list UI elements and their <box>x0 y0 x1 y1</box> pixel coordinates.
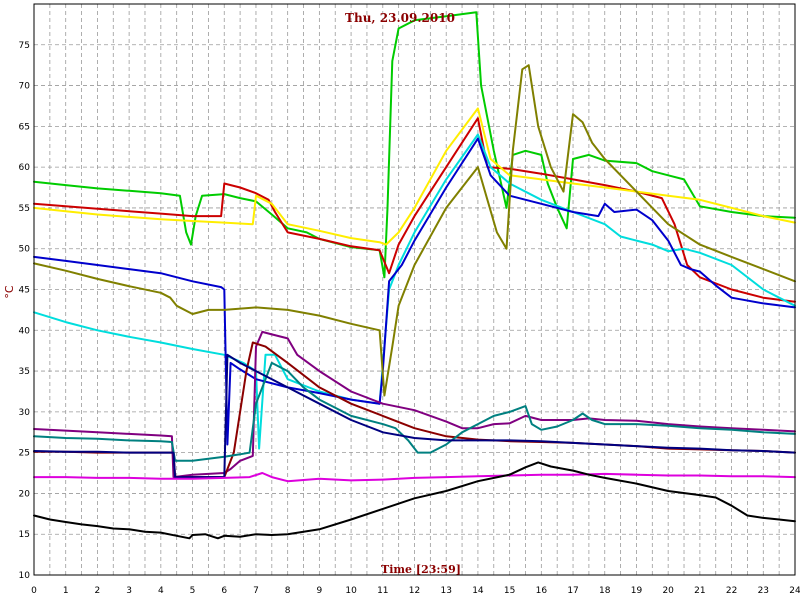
x-tick-label: 2 <box>95 586 101 596</box>
y-tick-label: 45 <box>19 286 30 296</box>
x-tick-label: 0 <box>31 586 37 596</box>
x-tick-label: 10 <box>345 586 357 596</box>
series-line-9 <box>33 361 796 462</box>
x-tick-label: 19 <box>631 586 643 596</box>
series-line-11 <box>33 472 796 483</box>
y-tick-labels: 10 15 20 25 30 35 40 45 50 55 60 65 70 75 <box>19 41 31 581</box>
y-tick-label: 75 <box>19 41 30 51</box>
x-tick-label: 3 <box>126 586 132 596</box>
x-tick-label: 21 <box>694 586 705 596</box>
x-tick-label: 20 <box>662 586 674 596</box>
y-tick-label: 25 <box>19 449 30 459</box>
y-tick-label: 70 <box>19 82 31 92</box>
series-line-4 <box>33 133 796 450</box>
x-tick-label: 6 <box>221 586 227 596</box>
y-tick-label: 15 <box>19 530 30 540</box>
y-tick-label: 50 <box>19 245 31 255</box>
series-line-2 <box>33 117 796 303</box>
x-tick-label: 15 <box>504 586 515 596</box>
y-tick-label: 30 <box>19 408 31 418</box>
series-line-5 <box>33 137 796 446</box>
series-line-6 <box>33 64 796 397</box>
x-tick-label: 16 <box>536 586 548 596</box>
series-line-12 <box>33 461 796 540</box>
x-tick-label: 12 <box>409 586 420 596</box>
x-tick-labels: 0 1 2 3 4 5 6 7 8 9 10 11 12 13 14 15 16 17 18 19 20 21 22 23 24 <box>31 586 800 596</box>
x-tick-label: 7 <box>253 586 259 596</box>
y-axis-label: °C <box>3 285 16 299</box>
y-tick-label: 35 <box>19 367 30 377</box>
plot-frame <box>33 3 796 576</box>
series-group <box>33 11 796 540</box>
x-tick-label: 1 <box>63 586 69 596</box>
x-tick-label: 11 <box>377 586 388 596</box>
x-tick-label: 24 <box>789 586 800 596</box>
x-axis-label: Time [23:59] <box>381 563 461 576</box>
y-tick-label: 60 <box>19 163 31 173</box>
x-tick-label: 4 <box>158 586 164 596</box>
series-line-7 <box>33 330 796 479</box>
x-tick-label: 9 <box>317 586 323 596</box>
x-tick-label: 18 <box>599 586 611 596</box>
chart-title: Thu, 23.09.2010 <box>345 11 455 25</box>
x-tick-label: 22 <box>726 586 737 596</box>
x-tick-label: 17 <box>567 586 578 596</box>
x-tick-label: 23 <box>758 586 769 596</box>
series-line-1 <box>33 11 796 279</box>
series-line-3 <box>33 107 796 246</box>
x-tick-label: 5 <box>190 586 196 596</box>
x-tick-label: 14 <box>472 586 484 596</box>
x-tick-label: 8 <box>285 586 291 596</box>
series-line-10 <box>33 353 796 479</box>
y-tick-label: 40 <box>19 326 31 336</box>
y-tick-label: 10 <box>19 571 31 581</box>
x-tick-label: 13 <box>440 586 451 596</box>
y-tick-label: 20 <box>19 489 31 499</box>
y-tick-label: 55 <box>19 204 30 214</box>
y-tick-label: 65 <box>19 122 30 132</box>
